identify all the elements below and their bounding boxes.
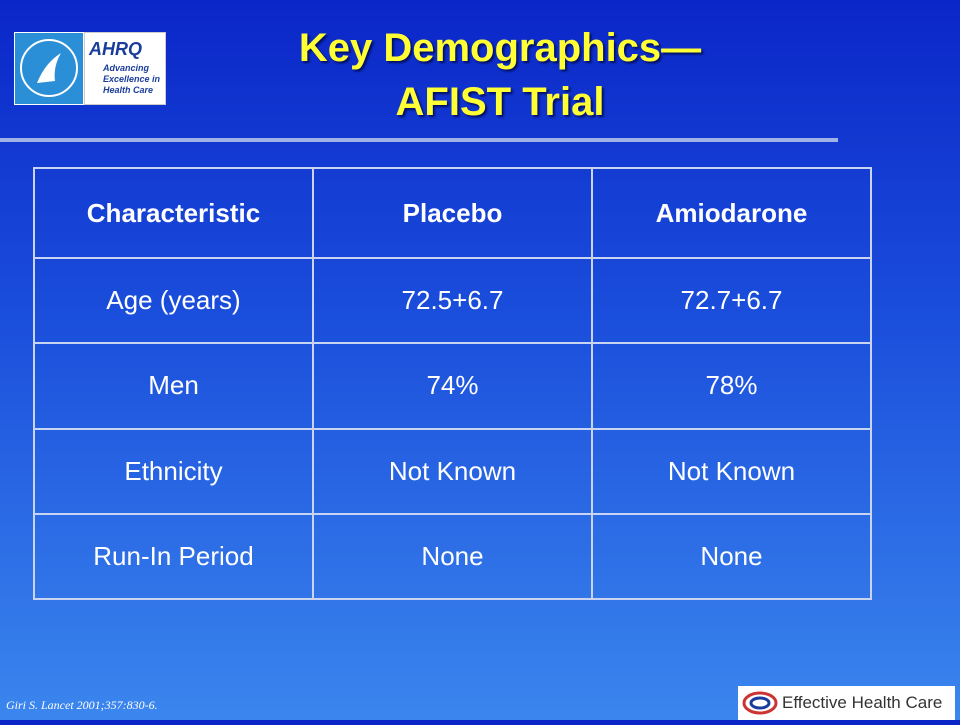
- table-cell: 74%: [312, 342, 593, 430]
- title-line: Key Demographics—: [298, 26, 702, 70]
- title-rule: [0, 138, 838, 142]
- table-row: Men 74% 78%: [33, 342, 872, 430]
- tagline-line: Excellence in: [103, 74, 161, 84]
- ehc-name: Effective Health Care: [782, 693, 943, 712]
- header-row: Characteristic Placebo Amiodarone: [33, 167, 872, 259]
- ahrq-logo: AHRQ Advancing Excellence in Health Care: [84, 32, 166, 105]
- table-cell: 78%: [591, 342, 872, 430]
- citation: Giri S. Lancet 2001;357:830-6.: [6, 698, 158, 712]
- hhs-emblem: [20, 39, 78, 97]
- table-cell: None: [312, 512, 593, 601]
- ahrq-tagline: Advancing Excellence in Health Care: [103, 63, 160, 96]
- ehc-emblem: [742, 691, 778, 715]
- table-cell: Not Known: [591, 427, 872, 515]
- header-cell: Placebo: [312, 167, 593, 259]
- table-cell: 72.7+6.7: [591, 256, 872, 345]
- table-cell: 72.5+6.7: [312, 256, 593, 345]
- table-cell: Age (years): [33, 256, 314, 345]
- table-row: Age (years) 72.5+6.7 72.7+6.7: [33, 256, 872, 345]
- tagline-line: Health Care: [103, 85, 154, 95]
- header-cell: Amiodarone: [591, 167, 872, 259]
- table-cell: None: [591, 512, 872, 601]
- table-row: Ethnicity Not Known Not Known: [33, 427, 872, 515]
- table-row: Run-In Period None None: [33, 512, 872, 601]
- hhs-logo: [14, 32, 84, 105]
- ahrq-name: AHRQ: [89, 39, 142, 59]
- demographics-table: Characteristic Placebo Amiodarone Age (year…: [33, 167, 872, 601]
- header-cell: Characteristic: [33, 167, 314, 259]
- ehc-logo: Effective Health Care: [738, 686, 955, 720]
- table-cell: Ethnicity: [33, 427, 314, 515]
- tagline-line: Advancing: [103, 63, 150, 73]
- table-cell: Run-In Period: [33, 512, 314, 601]
- title-line: AFIST Trial: [395, 80, 605, 124]
- table-cell: Men: [33, 342, 314, 430]
- table-cell: Not Known: [312, 427, 593, 515]
